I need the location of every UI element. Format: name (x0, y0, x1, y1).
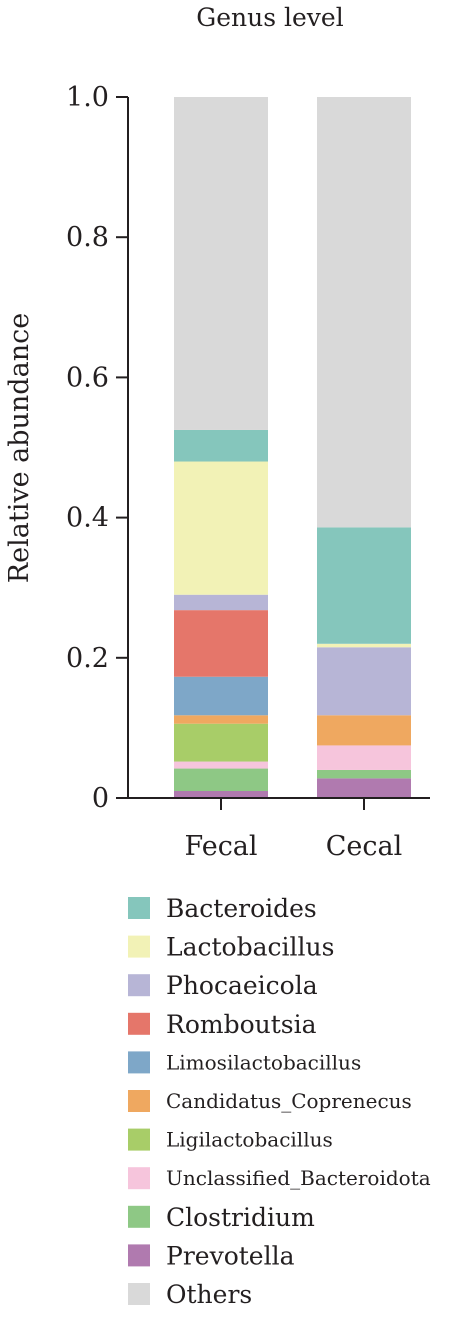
legend-label: Lactobacillus (166, 933, 334, 962)
chart-title: Genus level (196, 3, 343, 32)
bar-segment-fecal-clostridium (174, 768, 268, 791)
bar-segment-fecal-ligilactobacillus (174, 723, 268, 762)
axes-layer: 0 0.2 0.4 0.6 0.8 1.0 Fecal Cecal (66, 82, 430, 862)
legend-item-candidatus-coprenecus: Candidatus_Coprenecus (128, 1089, 412, 1113)
legend-item-bacteroides: Bacteroides (128, 894, 317, 923)
legend-item-lactobacillus: Lactobacillus (128, 933, 334, 962)
bar-segment-cecal-lactobacillus (317, 643, 411, 648)
legend-label: Phocaeicola (166, 971, 318, 1000)
legend-label: Romboutsia (166, 1010, 317, 1039)
legend-label: Limosilactobacillus (166, 1050, 361, 1074)
bar-stack-fecal (174, 97, 268, 798)
y-tick-label: 0.6 (66, 362, 109, 393)
bars-layer (174, 97, 411, 798)
y-tick-label: 0 (92, 783, 109, 814)
legend-item-others: Others (128, 1280, 252, 1309)
bar-segment-fecal-others (174, 97, 268, 430)
legend-label: Prevotella (166, 1241, 295, 1270)
bar-segment-cecal-others (317, 97, 411, 528)
bar-segment-cecal-candidatus-coprenecus (317, 715, 411, 746)
legend-item-prevotella: Prevotella (128, 1241, 295, 1270)
y-tick-label: 1.0 (66, 82, 109, 113)
legend-swatch (128, 1012, 150, 1035)
x-tick-label-fecal: Fecal (184, 831, 257, 862)
legend-label: Unclassified_Bacteroidota (166, 1166, 431, 1190)
legend: Bacteroides Lactobacillus Phocaeicola Rombo… (128, 894, 431, 1309)
y-tick-label: 0.4 (66, 503, 109, 534)
bar-segment-fecal-romboutsia (174, 610, 268, 677)
y-axis-label: Relative abundance (4, 313, 35, 583)
bar-segment-fecal-limosilactobacillus (174, 676, 268, 716)
legend-swatch (128, 1205, 150, 1228)
bar-stack-cecal (317, 97, 411, 798)
legend-swatch (128, 1128, 150, 1151)
bar-segment-cecal-clostridium (317, 769, 411, 779)
bar-segment-fecal-candidatus-coprenecus (174, 715, 268, 724)
bar-segment-cecal-prevotella (317, 778, 411, 798)
legend-swatch (128, 1283, 150, 1305)
legend-item-ligilactobacillus: Ligilactobacillus (128, 1128, 333, 1152)
bar-segment-fecal-phocaeicola (174, 594, 268, 611)
legend-label: Candidatus_Coprenecus (166, 1089, 412, 1113)
legend-item-limosilactobacillus: Limosilactobacillus (128, 1050, 361, 1074)
bar-segment-cecal-bacteroides (317, 527, 411, 644)
legend-swatch (128, 1244, 150, 1267)
legend-swatch (128, 974, 150, 997)
legend-item-romboutsia: Romboutsia (128, 1010, 317, 1039)
bar-segment-cecal-unclassified-bacteroidota (317, 745, 411, 770)
legend-item-unclassified-bacteroidota: Unclassified_Bacteroidota (128, 1166, 431, 1190)
legend-swatch (128, 897, 150, 919)
bar-segment-fecal-prevotella (174, 790, 268, 798)
y-tick-label: 0.8 (66, 222, 109, 253)
legend-label: Clostridium (166, 1203, 315, 1232)
bar-segment-cecal-phocaeicola (317, 647, 411, 716)
y-tick-label: 0.2 (66, 643, 109, 674)
bar-segment-fecal-unclassified-bacteroidota (174, 761, 268, 769)
legend-swatch (128, 1167, 150, 1190)
legend-label: Others (166, 1280, 252, 1309)
legend-label: Ligilactobacillus (166, 1128, 333, 1152)
bar-segment-fecal-bacteroides (174, 429, 268, 462)
legend-item-phocaeicola: Phocaeicola (128, 971, 318, 1000)
legend-label: Bacteroides (166, 894, 317, 923)
x-tick-label-cecal: Cecal (326, 831, 403, 862)
legend-swatch (128, 935, 150, 958)
legend-swatch (128, 1051, 150, 1074)
legend-swatch (128, 1090, 150, 1112)
bar-segment-fecal-lactobacillus (174, 461, 268, 595)
legend-item-clostridium: Clostridium (128, 1203, 315, 1232)
